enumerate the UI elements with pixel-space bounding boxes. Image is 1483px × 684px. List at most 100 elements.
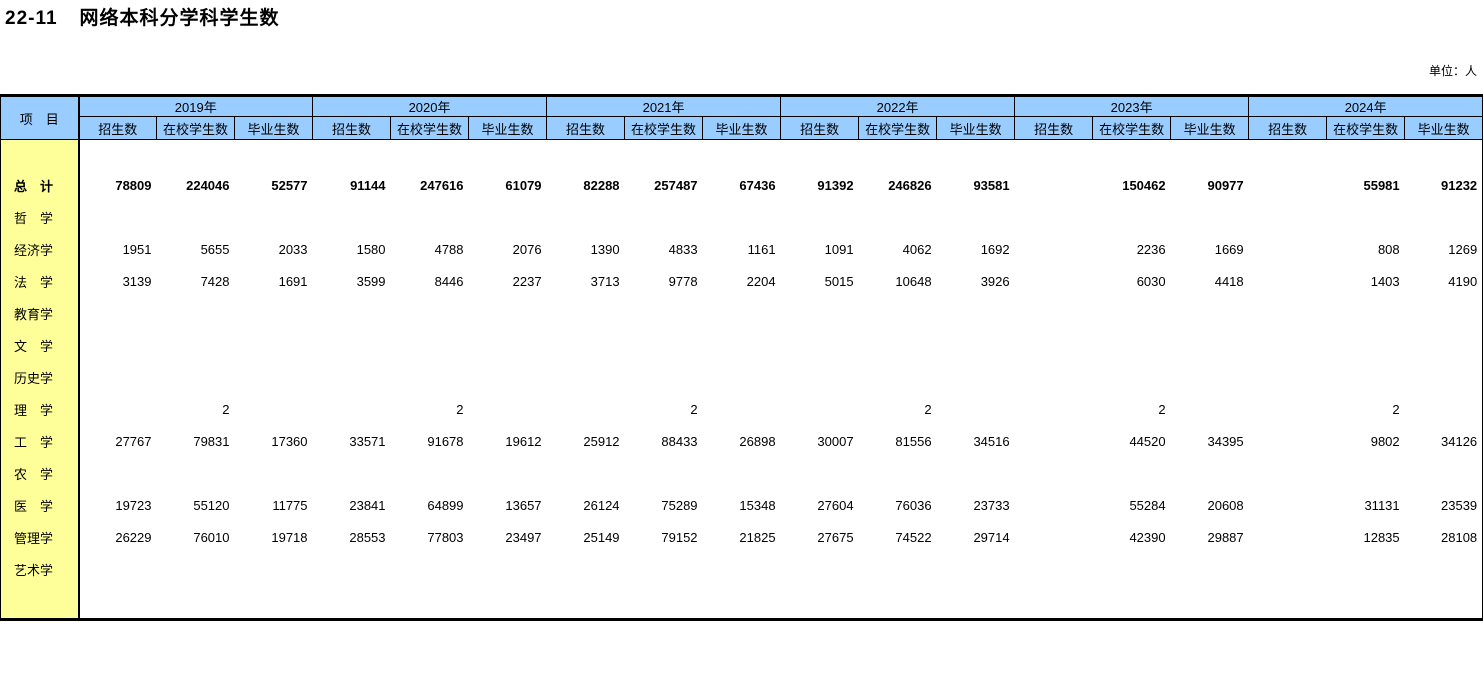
data-cell bbox=[79, 362, 157, 394]
table-row: 教育学 bbox=[0, 297, 1483, 330]
data-cell: 27604 bbox=[817, 498, 854, 513]
data-cell: 8446 bbox=[434, 274, 464, 289]
data-cell: 2236 bbox=[1136, 242, 1166, 257]
data-cell bbox=[781, 330, 859, 362]
year-header-cell: 2024年 bbox=[1248, 95, 1483, 117]
sub-header-cell: 招生数 bbox=[780, 116, 860, 140]
data-cell bbox=[79, 394, 157, 426]
data-cell bbox=[235, 202, 313, 234]
data-cell bbox=[625, 202, 703, 234]
data-cell: 224046 bbox=[186, 178, 230, 193]
data-cell bbox=[625, 330, 703, 362]
data-cell bbox=[1015, 330, 1093, 362]
data-cell: 4190 bbox=[1448, 274, 1478, 289]
data-cell: 27767 bbox=[115, 434, 152, 449]
data-cell bbox=[703, 554, 781, 586]
data-cell: 30007 bbox=[817, 434, 854, 449]
data-cell bbox=[313, 330, 391, 362]
data-cell: 55120 bbox=[193, 498, 230, 513]
data-cell: 9802 bbox=[1370, 434, 1400, 449]
data-cell bbox=[781, 362, 859, 394]
data-cell bbox=[547, 298, 625, 330]
data-cell: 77803 bbox=[427, 530, 464, 545]
spacer-row bbox=[0, 139, 1483, 170]
data-cell bbox=[625, 458, 703, 490]
data-cell bbox=[469, 458, 547, 490]
data-cell bbox=[937, 330, 1015, 362]
data-cell: 2 bbox=[924, 402, 932, 417]
data-cell: 5655 bbox=[200, 242, 230, 257]
data-cell: 20608 bbox=[1207, 498, 1244, 513]
data-cell: 91144 bbox=[350, 178, 386, 193]
data-cell bbox=[1249, 458, 1327, 490]
data-cell: 64899 bbox=[427, 498, 464, 513]
data-cell: 44520 bbox=[1129, 434, 1166, 449]
data-cell: 19612 bbox=[505, 434, 542, 449]
table-header: 项 目 2019年 2020年 2021年 2022年 2023年 2024年 招生数 在校学生… bbox=[0, 95, 1483, 140]
data-cell: 31131 bbox=[1364, 498, 1400, 513]
row-label-cell: 艺术学 bbox=[0, 553, 80, 586]
data-cell bbox=[625, 298, 703, 330]
table-body: 总 计 78809 224046 52577 91144 247616 61079 82288… bbox=[0, 139, 1483, 620]
data-cell bbox=[703, 362, 781, 394]
sub-header-cell: 招生数 bbox=[78, 116, 157, 140]
data-cell bbox=[469, 554, 547, 586]
table-row: 理 学 2 2 2 2 2 2 bbox=[0, 393, 1483, 426]
data-cell bbox=[1405, 330, 1483, 362]
sub-header-cell: 毕业生数 bbox=[936, 116, 1016, 140]
data-cell: 17360 bbox=[271, 434, 308, 449]
data-cell bbox=[1015, 426, 1093, 458]
data-cell: 27675 bbox=[817, 530, 854, 545]
data-cell bbox=[781, 202, 859, 234]
sub-header-cell: 毕业生数 bbox=[233, 116, 314, 140]
data-cell bbox=[1015, 362, 1093, 394]
page-title: 22-11 网络本科分学科学生数 bbox=[5, 3, 280, 30]
year-header-cell: 2019年 bbox=[77, 95, 314, 117]
row-label-cell bbox=[0, 139, 80, 170]
data-cell: 75289 bbox=[661, 498, 698, 513]
data-cell bbox=[703, 330, 781, 362]
data-cell bbox=[313, 458, 391, 490]
data-cell: 88433 bbox=[661, 434, 698, 449]
data-cell: 74522 bbox=[895, 530, 932, 545]
data-cell bbox=[1249, 426, 1327, 458]
data-cell bbox=[79, 140, 1483, 170]
row-label-cell: 医 学 bbox=[0, 489, 80, 522]
data-cell bbox=[547, 554, 625, 586]
data-cell bbox=[1093, 202, 1171, 234]
data-cell bbox=[469, 330, 547, 362]
data-cell bbox=[1249, 522, 1327, 554]
data-cell: 7428 bbox=[200, 274, 230, 289]
data-cell bbox=[1327, 554, 1405, 586]
data-cell bbox=[1405, 298, 1483, 330]
data-cell: 11775 bbox=[272, 498, 308, 513]
row-label-cell: 法 学 bbox=[0, 265, 80, 298]
data-cell: 4833 bbox=[668, 242, 698, 257]
row-label-cell: 经济学 bbox=[0, 233, 80, 266]
table-row: 艺术学 bbox=[0, 553, 1483, 586]
sub-header-cell: 在校学生数 bbox=[1326, 116, 1406, 140]
data-cell bbox=[703, 394, 781, 426]
row-label-cell: 文 学 bbox=[0, 329, 80, 362]
data-cell: 10648 bbox=[895, 274, 932, 289]
unit-label: 单位：人 bbox=[1428, 64, 1477, 78]
sub-header-cell: 毕业生数 bbox=[702, 116, 782, 140]
data-cell bbox=[1249, 554, 1327, 586]
data-cell: 82288 bbox=[583, 178, 620, 193]
data-cell: 3926 bbox=[980, 274, 1010, 289]
data-cell bbox=[1171, 330, 1249, 362]
data-cell: 1403 bbox=[1370, 274, 1400, 289]
year-header-row: 项 目 2019年 2020年 2021年 2022年 2023年 2024年 bbox=[0, 95, 1483, 140]
data-cell: 247616 bbox=[420, 178, 464, 193]
data-cell bbox=[1249, 202, 1327, 234]
data-cell bbox=[703, 202, 781, 234]
data-cell bbox=[313, 362, 391, 394]
data-cell: 9778 bbox=[668, 274, 698, 289]
data-cell: 34395 bbox=[1207, 434, 1244, 449]
data-cell: 13657 bbox=[505, 498, 542, 513]
data-cell bbox=[859, 554, 937, 586]
data-cell bbox=[547, 458, 625, 490]
sub-header-cell: 在校学生数 bbox=[858, 116, 938, 140]
data-cell: 150462 bbox=[1122, 178, 1166, 193]
